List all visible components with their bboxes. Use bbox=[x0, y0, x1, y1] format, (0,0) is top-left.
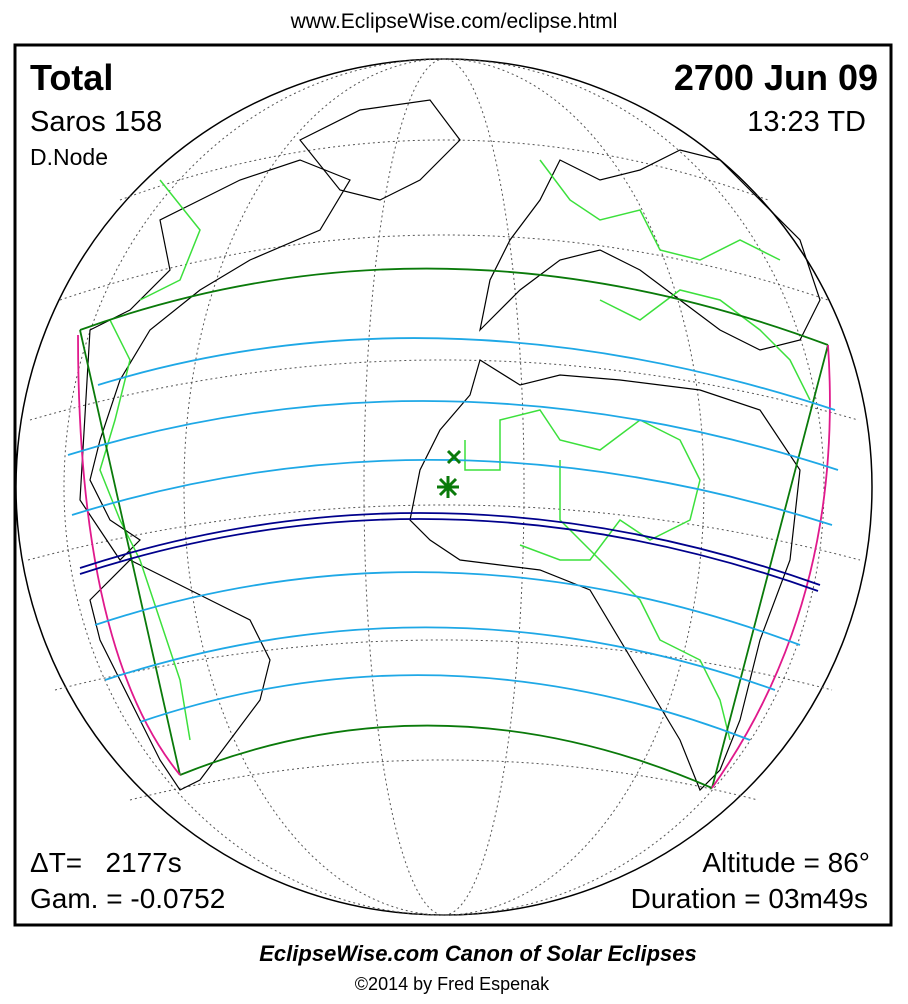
copyright: ©2014 by Fred Espenak bbox=[355, 974, 550, 994]
gamma: Gam. = -0.0752 bbox=[30, 883, 225, 914]
url: www.EclipseWise.com/eclipse.html bbox=[290, 10, 618, 33]
node: D.Node bbox=[30, 144, 108, 170]
eclipse-type: Total bbox=[30, 57, 113, 98]
eclipse-path bbox=[67, 267, 839, 789]
delta-t: ΔT= 2177s bbox=[30, 847, 182, 878]
eclipse-date: 2700 Jun 09 bbox=[674, 57, 878, 98]
saros: Saros 158 bbox=[30, 106, 162, 138]
eclipse-time: 13:23 TD bbox=[747, 106, 866, 138]
altitude: Altitude = 86° bbox=[702, 847, 870, 878]
eclipse-markers bbox=[437, 449, 462, 498]
duration: Duration = 03m49s bbox=[631, 883, 868, 914]
footer-title: EclipseWise.com Canon of Solar Eclipses bbox=[259, 941, 697, 966]
